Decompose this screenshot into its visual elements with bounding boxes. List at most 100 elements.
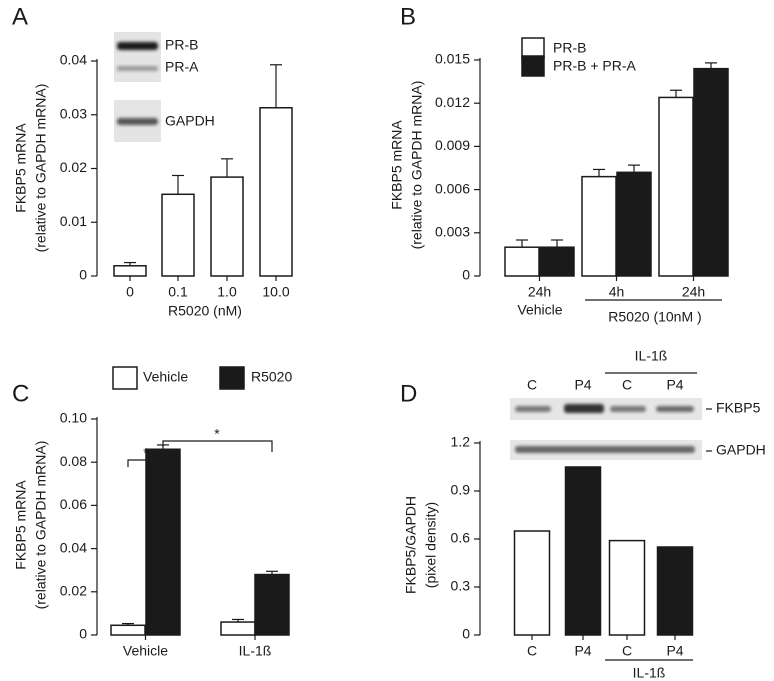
- x-tick-label: C: [527, 643, 537, 659]
- error-bar: [232, 618, 244, 623]
- x-tick-label: 10.0: [262, 284, 289, 300]
- error-bar: [551, 239, 563, 248]
- legend-swatch: [112, 366, 138, 390]
- y-tick-label: 0.01: [60, 213, 87, 229]
- y-tick-label: 0.012: [435, 94, 470, 110]
- y-tick-label: 0: [462, 626, 470, 642]
- y-tick-label: 0: [462, 267, 470, 283]
- y-axis-label: (relative to GAPDH mRNA): [33, 84, 49, 253]
- blot-label: PR-B: [165, 37, 198, 53]
- error-bar: [628, 164, 640, 173]
- error-bar: [593, 168, 605, 177]
- x-tick-label: 1.0: [217, 284, 237, 300]
- y-axis-label: FKBP5 mRNA: [13, 480, 29, 570]
- legend-label: Vehicle: [143, 369, 188, 385]
- y-tick-label: 0.02: [60, 583, 87, 599]
- blot-label: FKBP5: [716, 400, 761, 416]
- y-tick-label: 0.6: [451, 530, 471, 546]
- y-axis-label: (relative to GAPDH mRNA): [409, 81, 425, 250]
- error-bar: [266, 570, 278, 575]
- bar: [254, 573, 290, 636]
- significance-label: *: [143, 445, 149, 461]
- bar: [161, 193, 195, 277]
- group-label: R5020 (10nM ): [608, 309, 701, 325]
- x-tick-label: P4: [666, 643, 683, 659]
- y-tick-label: 0.04: [60, 52, 87, 68]
- error-bar: [124, 261, 136, 266]
- significance-bracket: [162, 440, 273, 452]
- x-tick-label: C: [622, 643, 632, 659]
- y-tick-label: 0.006: [435, 180, 470, 196]
- y-tick-label: 0.9: [451, 482, 471, 498]
- y-axis-label: FKBP5/GAPDH: [403, 496, 419, 594]
- legend-swatch: [219, 366, 245, 390]
- legend-swatch: [521, 37, 545, 59]
- y-tick-label: 0.10: [60, 410, 87, 426]
- bar: [145, 448, 181, 636]
- blot-lane-label: P4: [574, 377, 591, 393]
- bar: [259, 107, 293, 277]
- panel-label: B: [400, 3, 416, 30]
- y-tick-label: 0: [79, 626, 87, 642]
- x-tick-label: 4h: [609, 284, 625, 300]
- blot-group-label: IL-1ß: [635, 348, 668, 364]
- blot-label: GAPDH: [716, 442, 766, 458]
- x-axis-label: R5020 (nM): [168, 303, 242, 319]
- bar: [513, 530, 551, 636]
- bar: [658, 96, 694, 277]
- y-axis-label: (relative to GAPDH mRNA): [33, 441, 49, 610]
- bar: [113, 265, 147, 277]
- blot-lane-label: P4: [666, 377, 683, 393]
- y-tick-label: 0.02: [60, 159, 87, 175]
- y-tick-label: 1.2: [451, 434, 471, 450]
- blot-image-a: [114, 32, 161, 142]
- error-bar: [270, 64, 282, 108]
- legend-label: PR-B + PR-A: [553, 58, 637, 74]
- y-tick-label: 0.08: [60, 453, 87, 469]
- bar: [539, 246, 575, 277]
- blot-label: GAPDH: [165, 113, 215, 129]
- bar: [110, 624, 146, 636]
- error-bar: [172, 174, 184, 195]
- y-tick-label: 0.015: [435, 51, 470, 67]
- significance-bracket: [127, 453, 164, 467]
- bar: [693, 67, 729, 277]
- bar: [608, 539, 646, 636]
- y-tick-label: 0.04: [60, 539, 87, 555]
- y-axis-label: FKBP5 mRNA: [389, 120, 405, 210]
- bar: [210, 176, 244, 277]
- significance-label: *: [214, 426, 220, 442]
- error-bar: [122, 622, 134, 626]
- y-axis-label: (pixel density): [423, 502, 439, 588]
- y-tick-label: 0.03: [60, 105, 87, 121]
- panel-label: A: [12, 3, 28, 30]
- error-bar: [516, 239, 528, 248]
- bar: [220, 621, 256, 636]
- blot-label: PR-A: [165, 59, 199, 75]
- error-bar: [221, 158, 233, 178]
- bar: [616, 171, 652, 277]
- x-tick-label: P4: [574, 643, 591, 659]
- blot-lane-label: C: [527, 377, 537, 393]
- x-tick-label: IL-1ß: [239, 643, 272, 659]
- blot-lane-label: C: [622, 377, 632, 393]
- error-bar: [705, 62, 717, 69]
- y-tick-label: 0.06: [60, 496, 87, 512]
- error-bar: [670, 89, 682, 98]
- group-label: Vehicle: [517, 302, 562, 318]
- bar: [504, 246, 540, 277]
- x-tick-label: 24h: [528, 284, 551, 300]
- x-tick-label: 0: [126, 284, 134, 300]
- y-tick-label: 0.3: [451, 578, 471, 594]
- panel-label: D: [400, 380, 417, 407]
- x-tick-label: 0.1: [168, 284, 188, 300]
- legend-label: R5020: [251, 369, 292, 385]
- bar: [581, 175, 617, 277]
- panel-label: C: [12, 380, 29, 407]
- bar: [564, 466, 602, 636]
- group-label: IL-1ß: [633, 665, 666, 681]
- blot-image-d: [510, 398, 702, 460]
- legend-swatch: [521, 55, 545, 77]
- legend-label: PR-B: [553, 40, 586, 56]
